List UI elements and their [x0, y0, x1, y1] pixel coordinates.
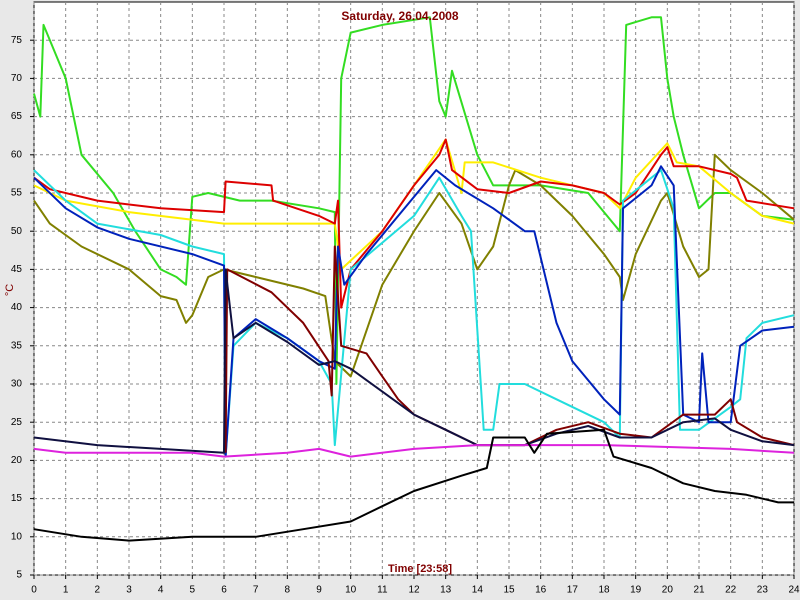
x-tick-label: 3: [126, 585, 132, 596]
series-line: [33, 138, 795, 309]
y-tick-label: 65: [11, 111, 23, 122]
x-tick-label: 23: [757, 585, 769, 596]
chart-title: Saturday, 26.04.2008: [341, 9, 459, 23]
x-tick-label: 5: [190, 585, 196, 596]
y-tick-label: 60: [11, 149, 23, 160]
x-tick-label: 6: [221, 585, 227, 596]
y-axis-label: °C: [4, 284, 16, 296]
series-line: [33, 444, 795, 458]
x-tick-label: 13: [440, 585, 452, 596]
x-tick-label: 19: [630, 585, 642, 596]
series-line: [33, 268, 795, 454]
series-line: [33, 138, 795, 271]
x-tick-label: 21: [693, 585, 705, 596]
y-tick-label: 20: [11, 455, 23, 466]
y-tick-label: 45: [11, 264, 23, 275]
x-tick-label: 16: [535, 585, 547, 596]
y-tick-label: 10: [11, 531, 23, 542]
x-tick-label: 22: [725, 585, 737, 596]
y-tick-label: 30: [11, 379, 23, 390]
y-tick-label: 75: [11, 35, 23, 46]
x-tick-label: 24: [788, 585, 800, 596]
series-line: [33, 153, 795, 378]
y-tick-label: 70: [11, 73, 23, 84]
lines: [33, 16, 795, 542]
x-tick-label: 10: [345, 585, 357, 596]
x-tick-label: 20: [662, 585, 674, 596]
x-tick-label: 7: [253, 585, 259, 596]
x-tick-label: 8: [285, 585, 291, 596]
y-tick-label: 35: [11, 340, 23, 351]
x-tick-label: 12: [408, 585, 420, 596]
y-tick-label: 5: [16, 570, 22, 581]
y-tick-label: 50: [11, 226, 23, 237]
x-tick-label: 4: [158, 585, 164, 596]
x-tick-label: 1: [63, 585, 69, 596]
plot-area: [33, 1, 795, 576]
x-tick-label: 2: [95, 585, 101, 596]
x-axis-label: Time [23:58]: [388, 563, 452, 575]
x-tick-label: 14: [472, 585, 484, 596]
y-tick-label: 55: [11, 188, 23, 199]
x-tick-label: 9: [316, 585, 322, 596]
y-tick-label: 40: [11, 302, 23, 313]
series-line: [33, 428, 794, 542]
y-tick-label: 15: [11, 493, 23, 504]
x-tick-label: 18: [598, 585, 610, 596]
x-tick-label: 11: [377, 585, 388, 596]
x-tick-label: 0: [31, 585, 37, 596]
series-line: [33, 16, 795, 385]
x-tick-label: 17: [567, 585, 579, 596]
x-tick-label: 15: [503, 585, 515, 596]
y-tick-label: 25: [11, 417, 23, 428]
